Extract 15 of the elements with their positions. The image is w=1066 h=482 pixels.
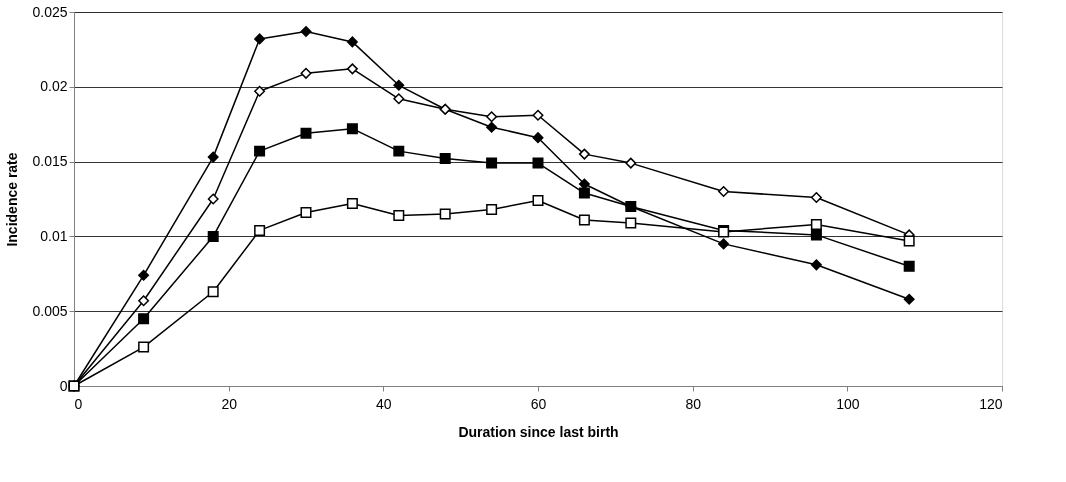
x-tick-label: 20: [221, 395, 238, 412]
x-tick-label: 120: [979, 395, 1003, 412]
y-tick-label: 0.025: [32, 3, 68, 20]
y-tick-label: 0.015: [32, 153, 68, 170]
y-tick-label: 0: [59, 377, 68, 394]
y-axis-title: Incidence rate: [4, 152, 21, 247]
x-axis-title: Duration since last birth: [458, 423, 619, 440]
y-tick-label: 0.02: [40, 78, 68, 95]
x-tick-label: 40: [376, 395, 392, 412]
x-tick-label: 80: [685, 395, 702, 412]
y-tick-label: 0.01: [40, 227, 68, 244]
y-tick-label: 0.005: [32, 302, 68, 319]
x-tick-label: 100: [836, 395, 860, 412]
x-tick-label: 60: [530, 395, 547, 412]
x-tick-label: 0: [74, 395, 83, 412]
